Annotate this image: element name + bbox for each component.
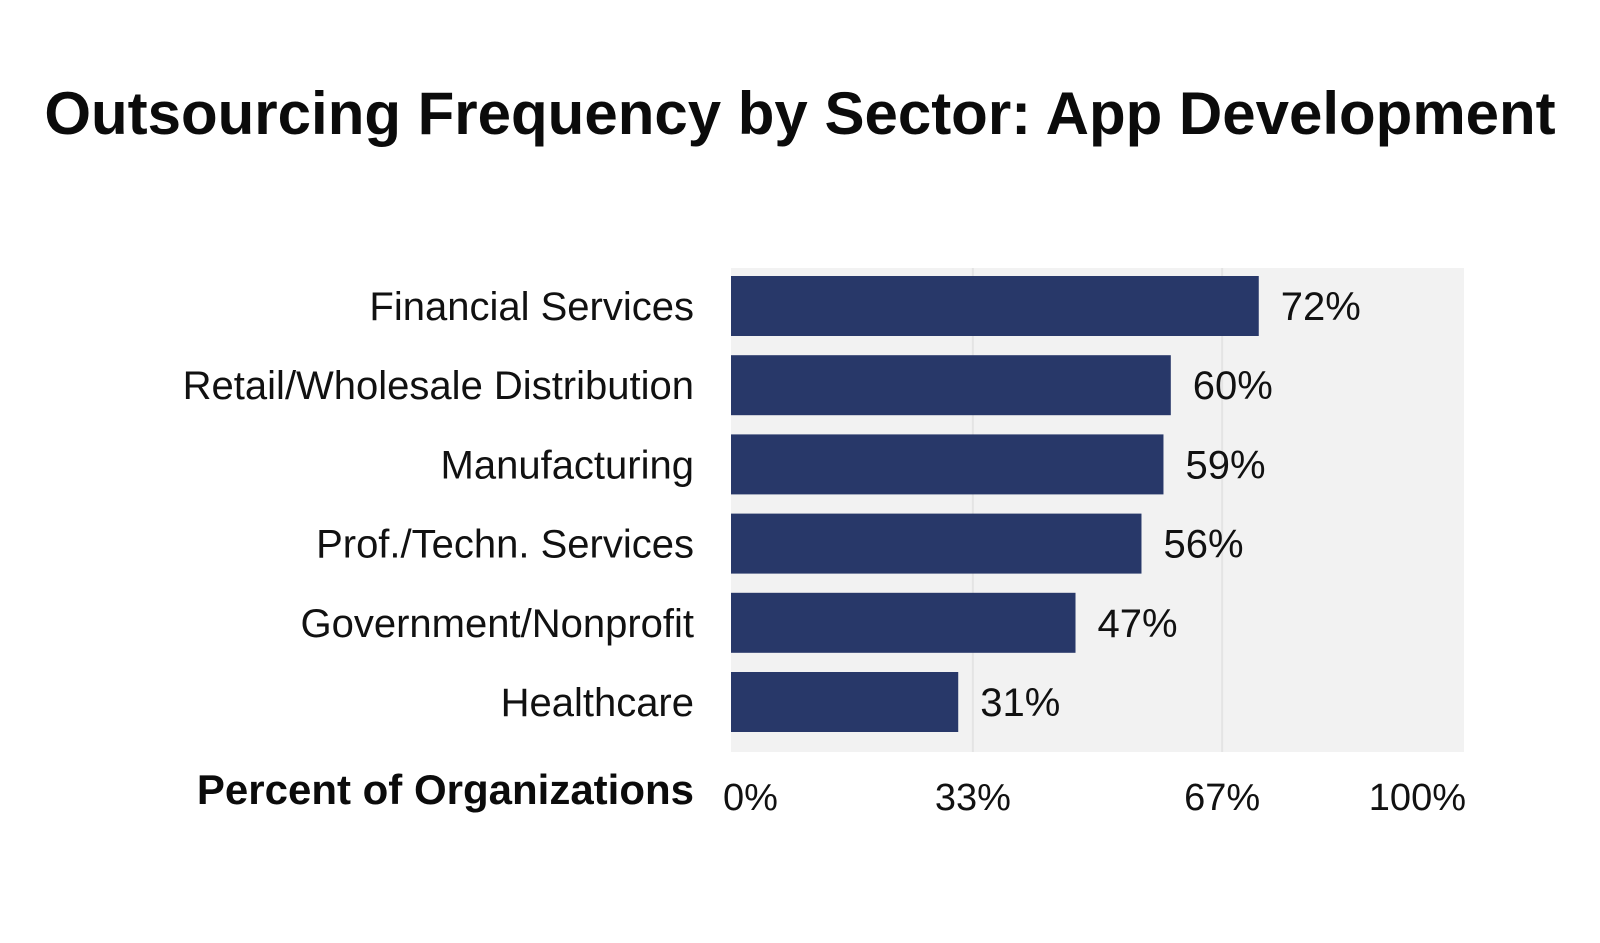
bar [731, 355, 1171, 416]
value-label: 59% [1185, 443, 1265, 487]
category-labels: Financial Services Retail/Wholesale Distr… [183, 285, 694, 725]
value-labels: 72%60% 59% 56% 47% 31% [980, 285, 1361, 725]
chart-title: Outsourcing Frequency by Sector: App Dev… [44, 80, 1556, 147]
category-label: Financial Services [369, 285, 694, 329]
gridlines [971, 268, 1224, 752]
value-label: 60% [1193, 364, 1273, 408]
bar [731, 592, 1076, 653]
bars [731, 276, 1259, 732]
x-tick-label: 0% [723, 777, 778, 819]
x-tick-label: 67% [1184, 777, 1260, 819]
value-label: 31% [980, 681, 1060, 725]
category-label: Healthcare [501, 681, 694, 725]
bar [731, 434, 1164, 495]
category-label: Government/Nonprofit [300, 602, 694, 646]
x-tick-label: 100% [1369, 777, 1466, 819]
bar [731, 276, 1259, 336]
plot-background [731, 268, 1464, 752]
category-label: Prof./Techn. Services [316, 523, 694, 567]
category-label: Manufacturing [441, 443, 694, 487]
value-label: 56% [1163, 523, 1243, 567]
x-axis-title: Percent of Organizations [197, 766, 694, 813]
category-label: Retail/Wholesale Distribution [183, 364, 694, 408]
x-tick-label: 33% [935, 777, 1011, 819]
value-label: 72% [1281, 285, 1361, 329]
bar [731, 513, 1142, 574]
x-axis-ticks: 0% 33% 67% 100% [723, 777, 1466, 819]
value-label: 47% [1098, 602, 1178, 646]
bar [731, 672, 959, 732]
